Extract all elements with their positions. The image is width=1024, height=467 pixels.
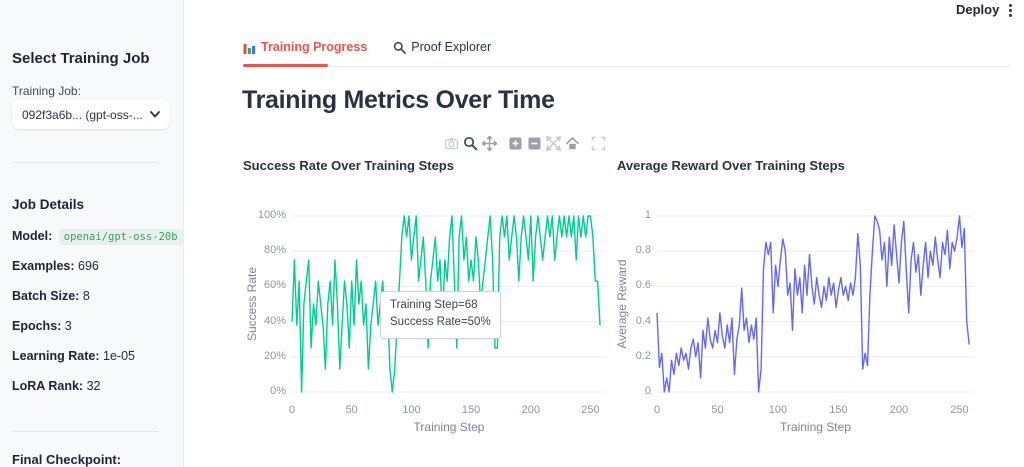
chevron-down-icon [150,111,160,118]
detail-value: 696 [78,259,99,273]
autoscale-icon[interactable] [546,136,561,151]
detail-value: 8 [82,289,90,303]
x-tick-label: 250 [581,404,600,416]
tab-proof-explorer[interactable]: Proof Explorer [393,40,491,54]
detail-label: Examples: [12,259,75,273]
pan-icon[interactable] [482,136,497,151]
job-details-title: Job Details [12,197,85,212]
zoom-out-icon[interactable] [527,136,542,151]
tab-training-progress[interactable]: Training Progress [243,40,367,54]
detail-row-epochs: Epochs: 3 [12,319,72,333]
tooltip-line-1: Training Step=68 [390,299,478,311]
sidebar: Select Training Job Training Job: 092f3a… [0,0,184,467]
average-reward-plot-area[interactable] [656,215,974,393]
chart-title: Average Reward Over Training Steps [617,158,845,173]
tab-strip-border [243,66,1010,67]
zoom-icon[interactable] [463,136,478,151]
x-tick-label: 250 [950,404,969,416]
detail-label: Model: [12,229,53,243]
average-reward-chart: Average Reward Over Training Steps Avera… [610,158,1024,458]
plot-modebar [444,136,606,151]
detail-value: 32 [86,379,101,393]
x-axis-label: Training Step [780,420,851,434]
x-tick-label: 50 [345,404,358,416]
sidebar-divider-bottom [12,431,158,432]
x-tick-label: 100 [768,404,788,416]
x-axis-label: Training Step [413,420,485,434]
detail-value: 1e-05 [103,349,135,363]
detail-label: Batch Size: [12,289,80,303]
model-chip: openai/gpt-oss-20b [58,229,183,245]
detail-row-examples: Examples: 696 [12,259,99,273]
y-tick-label: 1 [644,209,651,221]
x-tick-label: 200 [521,404,540,416]
fullscreen-icon[interactable] [591,136,606,151]
detail-label: Epochs: [12,319,62,333]
tooltip-line-2: Success Rate=50% [390,316,491,329]
y-tick-label: 0 [644,385,651,397]
x-tick-label: 100 [402,404,421,416]
detail-row-batch-size: Batch Size: 8 [12,289,90,303]
detail-row-lora-rank: LoRA Rank: 32 [12,379,100,393]
magnifier-icon [394,41,407,54]
deploy-button[interactable]: Deploy [956,2,1000,17]
y-tick-label: 60% [263,279,286,292]
y-tick-label: 0.8 [635,244,651,257]
detail-label: Learning Rate: [12,349,100,363]
tab-bar: Training Progress Proof Explorer [243,40,491,54]
average-reward-line [656,215,970,393]
page-title: Training Metrics Over Time [242,86,555,114]
detail-row-model: Model: openai/gpt-oss-20b [12,229,183,245]
x-tick-label: 0 [288,404,296,416]
y-axis-label: Average Reward [615,259,629,349]
tab-label: Proof Explorer [411,40,492,54]
final-checkpoint-label: Final Checkpoint: [12,452,122,467]
x-tick-label: 0 [653,404,661,416]
chart-title: Success Rate Over Training Steps [243,158,454,173]
bar-chart-icon [243,43,256,54]
hover-tooltip: Training Step=68 Success Rate=50% [380,291,501,339]
active-tab-underline [243,64,328,67]
zoom-in-icon[interactable] [508,136,523,151]
success-rate-chart: Success Rate Over Training Steps Success… [235,158,615,458]
kebab-menu-icon[interactable] [1003,2,1017,18]
sidebar-title: Select Training Job [12,50,150,67]
sidebar-divider-top [12,162,158,163]
y-tick-label: 0.4 [635,314,651,327]
detail-label: LoRA Rank: [12,379,84,393]
detail-row-learning-rate: Learning Rate: 1e-05 [12,349,135,363]
success-rate-line [291,215,601,393]
x-tick-label: 150 [461,404,481,416]
training-job-dropdown-value: 092f3a6b... (gpt-oss-... [22,107,143,122]
y-tick-label: 0.6 [635,279,651,292]
x-tick-label: 50 [711,404,724,416]
training-job-label: Training Job: [12,84,81,98]
tab-label: Training Progress [261,40,368,54]
y-axis-label: Success Rate [245,266,259,342]
y-tick-label: 0% [270,385,286,397]
y-tick-label: 40% [263,314,286,327]
detail-value: 3 [64,319,72,333]
y-tick-label: 80% [263,244,286,257]
home-icon[interactable] [565,136,580,151]
y-tick-label: 0.2 [635,349,651,362]
y-tick-label: 100% [257,209,286,221]
training-job-dropdown[interactable]: 092f3a6b... (gpt-oss-... [12,100,170,129]
camera-icon[interactable] [444,136,459,151]
y-tick-label: 20% [263,349,286,362]
x-tick-label: 150 [829,404,848,416]
x-tick-label: 200 [889,404,909,416]
